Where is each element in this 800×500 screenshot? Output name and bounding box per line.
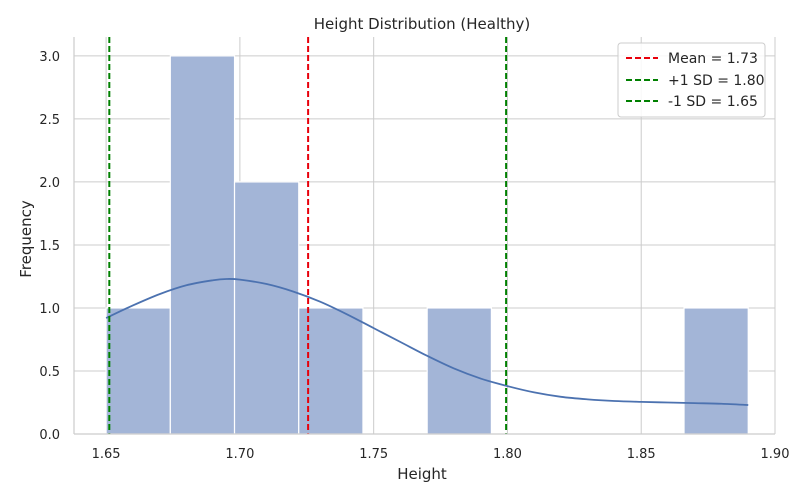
y-tick-labels: 0.0 0.5 1.0 1.5 2.0 2.5 3.0 (39, 50, 60, 443)
legend-label-mean: Mean = 1.73 (668, 51, 758, 67)
histogram-bar (105, 307, 171, 435)
x-tick-label: 1.70 (225, 447, 254, 462)
histogram-bar (683, 307, 749, 435)
histogram-bars (105, 55, 749, 435)
y-tick-label: 3.0 (39, 50, 60, 65)
legend-box (617, 42, 766, 118)
y-axis-title: Frequency (17, 200, 35, 278)
reference-lines (108, 37, 508, 434)
x-tick-labels: 1.65 1.70 1.75 1.80 1.85 1.90 (92, 447, 790, 462)
y-tick-label: 1.5 (39, 239, 60, 254)
y-tick-label: 0.5 (39, 365, 60, 380)
x-tick-label: 1.85 (627, 447, 656, 462)
legend-label-plus-sd: +1 SD = 1.80 (668, 73, 765, 89)
histogram-bar (426, 307, 492, 435)
chart-title: Height Distribution (Healthy) (314, 15, 530, 33)
axes (73, 37, 775, 435)
x-axis-title: Height (397, 465, 447, 483)
x-tick-label: 1.65 (92, 447, 121, 462)
kde-curve (105, 278, 749, 406)
legend: Mean = 1.73 +1 SD = 1.80 -1 SD = 1.65 (617, 42, 766, 118)
x-tick-label: 1.90 (761, 447, 790, 462)
legend-label-minus-sd: -1 SD = 1.65 (668, 94, 758, 110)
x-tick-label: 1.75 (359, 447, 388, 462)
kde-curve-group (105, 278, 749, 406)
histogram-bar (169, 55, 236, 435)
y-tick-label: 1.0 (39, 302, 60, 317)
histogram-bar (233, 181, 300, 435)
y-tick-label: 0.0 (39, 428, 60, 443)
y-tick-label: 2.5 (39, 113, 60, 128)
x-tick-label: 1.80 (493, 447, 522, 462)
y-tick-label: 2.0 (39, 176, 60, 191)
